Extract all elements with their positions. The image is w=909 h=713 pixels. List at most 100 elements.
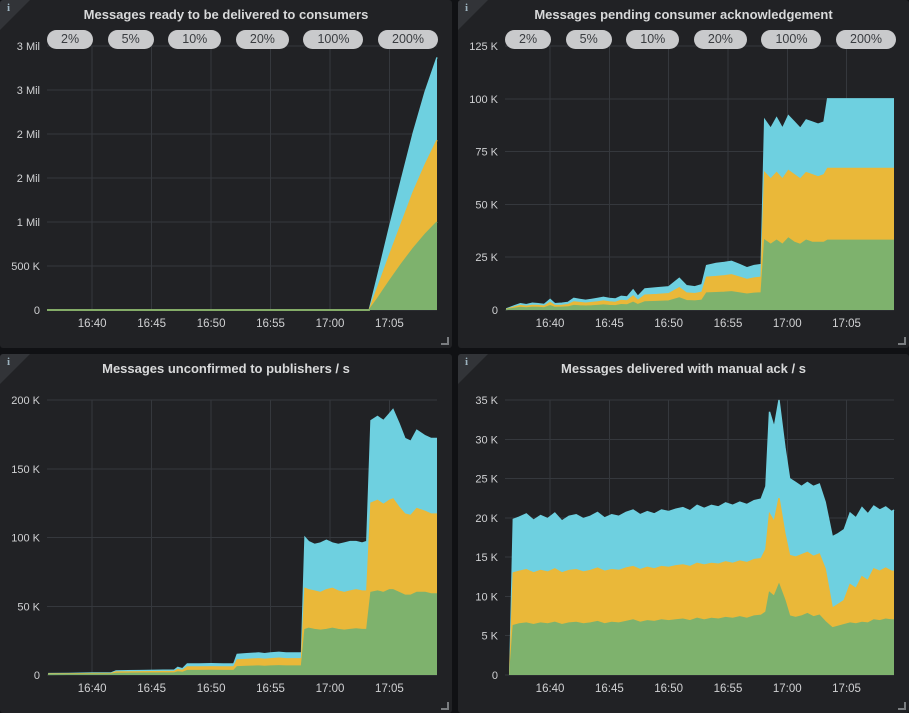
x-tick-label: 16:40 bbox=[536, 318, 565, 330]
x-tick-label: 16:55 bbox=[256, 318, 285, 330]
scale-badge-row: 2% 5% 10% 20% 100% 200% bbox=[505, 30, 896, 49]
line-yellow bbox=[47, 139, 438, 311]
y-tick-label: 75 K bbox=[475, 147, 498, 159]
scale-badge-2[interactable]: 2% bbox=[47, 30, 94, 49]
y-tick-label: 150 K bbox=[11, 464, 40, 476]
x-tick-label: 16:55 bbox=[714, 683, 743, 695]
line-yellow bbox=[48, 498, 437, 675]
messages-pending-ack-chart[interactable]: 0 25 K 50 K 75 K 100 K 125 K 16:40 16:45 16:50 16… bbox=[458, 0, 909, 348]
scale-badge-10[interactable]: 10% bbox=[168, 30, 222, 49]
panel-messages-delivered-manual-ack: i Messages delivered with manual ack / s… bbox=[458, 354, 909, 713]
y-tick-label: 3 Mil bbox=[17, 85, 40, 97]
messages-delivered-manual-ack-chart[interactable]: 0 5 K 10 K 15 K 20 K 25 K 30 K 35 K 16:40 16:45 16… bbox=[458, 354, 909, 713]
line-cyan bbox=[505, 98, 894, 310]
line-yellow bbox=[506, 167, 894, 310]
y-tick-label: 3 Mil bbox=[17, 41, 40, 53]
info-corner[interactable] bbox=[0, 354, 30, 384]
resize-handle[interactable] bbox=[441, 337, 449, 345]
line-green bbox=[48, 589, 437, 676]
scale-badge-10[interactable]: 10% bbox=[626, 30, 680, 49]
scale-badge-2[interactable]: 2% bbox=[505, 30, 552, 49]
area-green bbox=[47, 222, 437, 310]
scale-badge-200[interactable]: 200% bbox=[836, 30, 896, 49]
info-icon: i bbox=[7, 356, 11, 368]
resize-handle[interactable] bbox=[441, 702, 449, 710]
x-tick-label: 16:45 bbox=[137, 683, 166, 695]
x-tick-label: 16:50 bbox=[197, 683, 226, 695]
y-tick-label: 2 Mil bbox=[17, 173, 40, 185]
messages-ready-chart[interactable]: 0 500 K 1 Mil 2 Mil 2 Mil 3 Mil 3 Mil 16:40 16:4… bbox=[0, 0, 452, 348]
y-tick-label: 35 K bbox=[475, 395, 498, 407]
panel-title[interactable]: Messages delivered with manual ack / s bbox=[561, 361, 806, 376]
x-tick-label: 16:45 bbox=[137, 318, 166, 330]
scale-badge-5[interactable]: 5% bbox=[107, 30, 154, 49]
x-tick-label: 17:05 bbox=[375, 318, 404, 330]
y-tick-label: 5 K bbox=[481, 631, 498, 643]
line-cyan bbox=[47, 57, 438, 311]
y-tick-label: 15 K bbox=[475, 552, 498, 564]
line-green bbox=[47, 221, 438, 311]
y-tick-label: 100 K bbox=[469, 94, 498, 106]
scale-badge-100[interactable]: 100% bbox=[761, 30, 822, 49]
x-tick-label: 16:40 bbox=[78, 318, 107, 330]
line-green bbox=[506, 237, 894, 311]
x-tick-label: 16:40 bbox=[536, 683, 565, 695]
area-green bbox=[509, 584, 894, 675]
line-green bbox=[509, 582, 894, 676]
x-tick-label: 16:55 bbox=[714, 318, 743, 330]
x-tick-label: 17:00 bbox=[316, 318, 345, 330]
y-tick-label: 30 K bbox=[475, 434, 498, 446]
resize-handle[interactable] bbox=[898, 702, 906, 710]
y-tick-label: 0 bbox=[492, 305, 498, 317]
x-tick-label: 17:00 bbox=[773, 683, 802, 695]
area-green bbox=[506, 238, 894, 310]
y-tick-label: 100 K bbox=[11, 533, 40, 545]
area-green bbox=[48, 589, 437, 675]
x-tick-label: 16:45 bbox=[595, 318, 624, 330]
y-tick-label: 0 bbox=[34, 305, 40, 317]
y-tick-label: 25 K bbox=[475, 252, 498, 264]
x-tick-label: 16:50 bbox=[197, 318, 226, 330]
x-tick-label: 17:00 bbox=[316, 683, 345, 695]
y-tick-label: 10 K bbox=[475, 591, 498, 603]
panel-title[interactable]: Messages unconfirmed to publishers / s bbox=[102, 361, 350, 376]
x-tick-label: 16:45 bbox=[595, 683, 624, 695]
y-tick-label: 500 K bbox=[11, 261, 40, 273]
panel-messages-ready: i Messages ready to be delivered to cons… bbox=[0, 0, 452, 348]
x-tick-label: 16:55 bbox=[256, 683, 285, 695]
x-tick-label: 16:50 bbox=[654, 683, 683, 695]
scale-badge-20[interactable]: 20% bbox=[693, 30, 747, 49]
line-yellow bbox=[509, 498, 894, 676]
info-icon: i bbox=[465, 356, 469, 368]
x-tick-label: 17:05 bbox=[832, 318, 861, 330]
y-tick-label: 125 K bbox=[469, 41, 498, 53]
x-tick-label: 17:00 bbox=[773, 318, 802, 330]
scale-badge-5[interactable]: 5% bbox=[565, 30, 612, 49]
scale-badge-20[interactable]: 20% bbox=[235, 30, 289, 49]
x-tick-label: 17:05 bbox=[375, 683, 404, 695]
info-corner[interactable] bbox=[0, 0, 30, 30]
panel-title[interactable]: Messages pending consumer acknowledgemen… bbox=[534, 7, 833, 22]
resize-handle[interactable] bbox=[898, 337, 906, 345]
line-cyan bbox=[509, 399, 895, 676]
line-cyan bbox=[48, 408, 437, 675]
y-tick-label: 0 bbox=[34, 670, 40, 682]
scale-badge-100[interactable]: 100% bbox=[303, 30, 364, 49]
panel-messages-unconfirmed: i Messages unconfirmed to publishers / s… bbox=[0, 354, 452, 713]
info-corner[interactable] bbox=[458, 0, 488, 30]
scale-badge-row: 2% 5% 10% 20% 100% 200% bbox=[47, 30, 438, 49]
panel-messages-pending-ack: i Messages pending consumer acknowledgem… bbox=[458, 0, 909, 348]
info-corner[interactable] bbox=[458, 354, 488, 384]
info-icon: i bbox=[465, 2, 469, 14]
messages-unconfirmed-chart[interactable]: 0 50 K 100 K 150 K 200 K 16:40 16:45 16:50 16:55… bbox=[0, 354, 452, 713]
info-icon: i bbox=[7, 2, 11, 14]
y-tick-label: 20 K bbox=[475, 513, 498, 525]
x-tick-label: 17:05 bbox=[832, 683, 861, 695]
y-tick-label: 1 Mil bbox=[17, 217, 40, 229]
scale-badge-200[interactable]: 200% bbox=[378, 30, 438, 49]
y-tick-label: 50 K bbox=[475, 199, 498, 211]
y-tick-label: 200 K bbox=[11, 395, 40, 407]
y-tick-label: 2 Mil bbox=[17, 129, 40, 141]
panel-title[interactable]: Messages ready to be delivered to consum… bbox=[83, 7, 369, 22]
